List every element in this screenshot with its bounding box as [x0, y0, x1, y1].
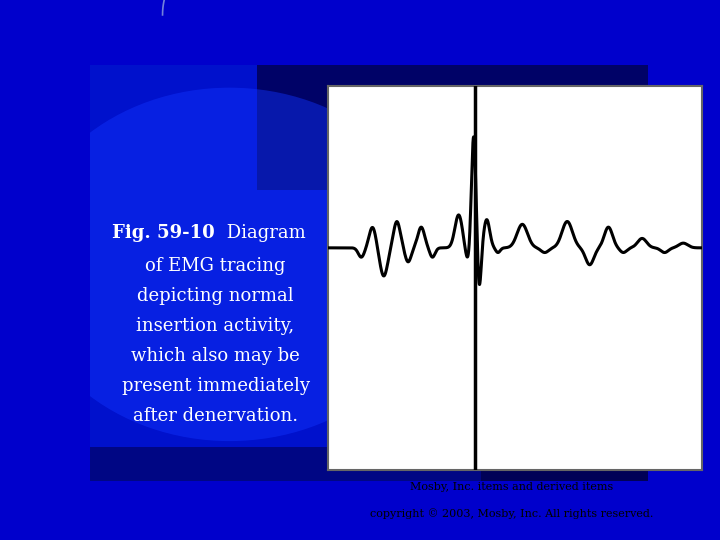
Text: present immediately: present immediately: [122, 377, 310, 395]
Text: after denervation.: after denervation.: [133, 407, 298, 425]
Text: copyright © 2003, Mosby, Inc. All rights reserved.: copyright © 2003, Mosby, Inc. All rights…: [369, 508, 653, 519]
Bar: [258, 44, 648, 190]
Text: which also may be: which also may be: [131, 347, 300, 365]
Text: Fig. 59-10: Fig. 59-10: [112, 224, 215, 242]
Text: Diagram: Diagram: [221, 224, 306, 242]
Text: depicting normal: depicting normal: [138, 287, 294, 306]
Text: of EMG tracing: of EMG tracing: [145, 258, 286, 275]
Text: Mosby, Inc. items and derived items: Mosby, Inc. items and derived items: [410, 482, 613, 492]
Text: insertion activity,: insertion activity,: [137, 318, 294, 335]
Bar: [90, 447, 648, 481]
Ellipse shape: [20, 87, 438, 441]
Bar: [481, 418, 648, 481]
